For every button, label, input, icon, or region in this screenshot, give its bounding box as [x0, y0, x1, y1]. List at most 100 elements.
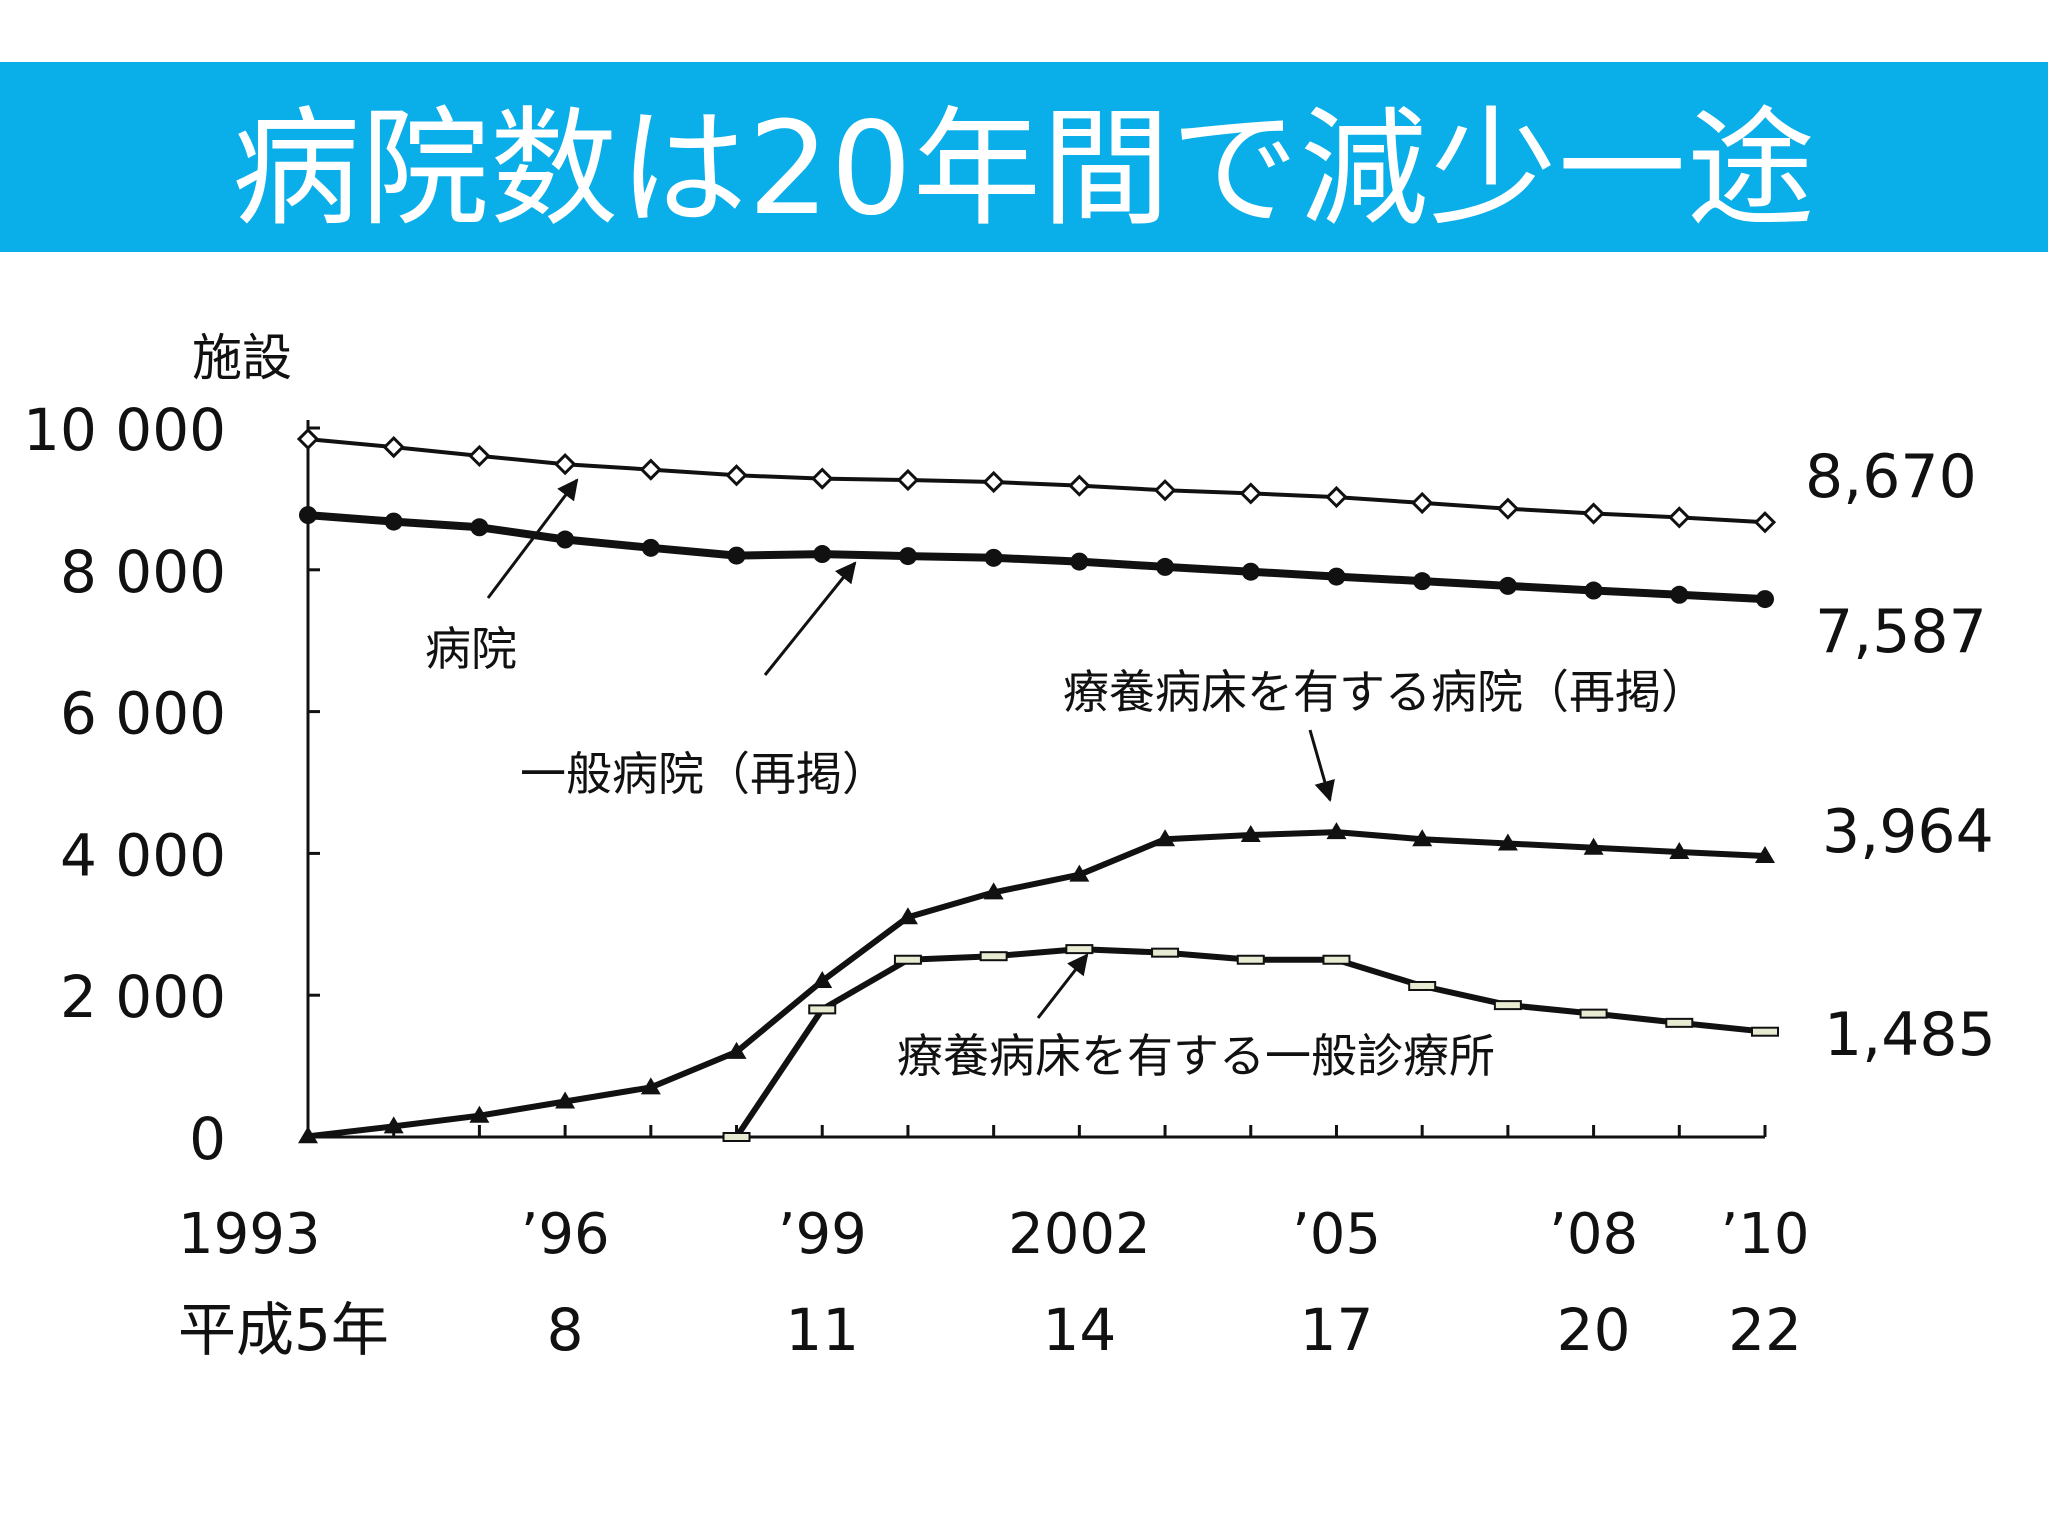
data-point-diamond [982, 470, 1005, 494]
data-point-circle [727, 546, 746, 565]
data-point-circle [1327, 567, 1346, 586]
annotation-arrow-ltc-hospital [1308, 729, 1335, 803]
series-1: 7,587 [299, 506, 1987, 667]
data-point-diamond [896, 468, 920, 492]
data-point-triangle [640, 1077, 661, 1095]
data-point-circle [470, 518, 489, 537]
series-0: 8,670 [296, 427, 1977, 534]
data-point-circle [1670, 585, 1689, 604]
title-bar: 病院数は20年間で減少一途 [0, 62, 2048, 252]
data-point-circle [641, 538, 660, 557]
data-point-diamond [1411, 491, 1434, 515]
x-tick-label-era: 8 [547, 1296, 584, 1364]
x-tick-label: ’05 [1292, 1202, 1381, 1267]
end-value-label: 1,485 [1824, 1000, 1996, 1070]
y-tick-label: 10 000 [23, 396, 226, 464]
slide-title: 病院数は20年間で減少一途 [232, 94, 1816, 244]
data-point-triangle [897, 907, 918, 925]
x-tick-label: ’08 [1549, 1202, 1638, 1267]
data-point-triangle [469, 1105, 490, 1123]
data-point-circle [1156, 557, 1175, 576]
x-tick-label-era: 11 [785, 1296, 859, 1364]
data-point-diamond [1325, 485, 1348, 509]
data-point-dash [1236, 954, 1265, 965]
chart-axes: 施設 0 2 000 4 000 6 000 8 000 10 000 1993 平成5年 ’96… [23, 329, 1809, 1364]
data-point-circle [1498, 576, 1517, 595]
annotation-arrow-general-hospital [763, 561, 857, 676]
y-axis-label: 施設 [192, 329, 292, 387]
data-point-dash [979, 951, 1008, 962]
data-point-circle [1070, 552, 1089, 571]
data-point-triangle [726, 1041, 747, 1059]
data-point-dash [1751, 1026, 1779, 1037]
data-point-diamond [468, 444, 491, 468]
data-point-triangle [383, 1116, 404, 1134]
data-point-triangle [1412, 829, 1433, 847]
data-point-triangle [1755, 845, 1775, 863]
x-tick-label: ’96 [521, 1202, 610, 1267]
annotation-general-hospital: 一般病院（再掲） [520, 747, 888, 801]
y-tick-label: 0 [189, 1105, 226, 1173]
data-point-diamond [1239, 482, 1262, 505]
data-point-circle [1584, 581, 1603, 600]
data-point-circle [984, 548, 1003, 567]
x-tick-label-era: 平成5年 [178, 1296, 389, 1364]
x-tick-label-era: 14 [1042, 1296, 1116, 1364]
annotation-ltc-hospital: 療養病床を有する病院（再掲） [1063, 665, 1707, 719]
data-point-triangle [1155, 829, 1176, 847]
data-point-circle [384, 512, 403, 531]
x-tick-label-era: 17 [1300, 1296, 1374, 1364]
x-tick-label: ’99 [778, 1202, 867, 1267]
data-point-triangle [1669, 841, 1690, 859]
data-point-circle [556, 530, 575, 549]
series-3: 1,485 [722, 944, 1996, 1142]
annotation-hospital: 病院 [425, 622, 517, 676]
series-line-1 [307, 511, 1766, 604]
data-point-dash [1151, 947, 1180, 958]
data-point-dash [722, 1132, 751, 1142]
end-value-label: 7,587 [1815, 597, 1987, 667]
data-point-circle [1756, 590, 1774, 609]
data-point-triangle [983, 882, 1004, 900]
y-tick-label: 2 000 [60, 963, 226, 1031]
data-point-diamond [1753, 511, 1777, 534]
end-value-label: 8,670 [1805, 442, 1977, 512]
x-tick-label: 1993 [178, 1202, 321, 1267]
data-point-diamond [1153, 479, 1177, 502]
series-2: 3,964 [298, 797, 1994, 1144]
data-point-diamond [1068, 474, 1091, 497]
data-point-dash [893, 954, 922, 965]
x-tick-label: 2002 [1008, 1202, 1151, 1267]
data-point-triangle [298, 1126, 318, 1144]
x-tick-label-era: 20 [1557, 1296, 1631, 1364]
data-point-triangle [555, 1091, 576, 1109]
data-point-circle [299, 506, 317, 525]
data-point-diamond [725, 464, 748, 487]
data-point-dash [808, 1004, 837, 1015]
y-tick-label: 6 000 [60, 680, 226, 748]
data-point-dash [1579, 1008, 1608, 1019]
data-point-diamond [553, 453, 577, 476]
end-value-label: 3,964 [1822, 797, 1994, 867]
annotation-ltc-clinic: 療養病床を有する一般診療所 [897, 1029, 1495, 1083]
y-tick-label: 8 000 [60, 538, 226, 606]
data-point-circle [1413, 572, 1432, 591]
data-point-diamond [382, 435, 405, 459]
data-point-circle [898, 547, 917, 566]
data-point-diamond [1668, 506, 1691, 529]
chart-series: 8,670 7,587 3,964 1,485 [296, 427, 1996, 1144]
series-line-0 [307, 437, 1766, 525]
data-point-triangle [1240, 824, 1261, 842]
data-point-diamond [1496, 497, 1520, 520]
x-tick-label: ’10 [1720, 1202, 1809, 1267]
data-point-diamond [639, 458, 662, 481]
data-point-triangle [1583, 837, 1604, 855]
x-tick-label-era: 22 [1728, 1296, 1802, 1364]
data-point-dash [1065, 944, 1094, 955]
data-point-diamond [296, 427, 320, 451]
annotation-arrow-hospital [486, 478, 579, 599]
data-point-triangle [1069, 864, 1090, 882]
series-line-2 [307, 829, 1766, 1140]
data-point-dash [1493, 1000, 1522, 1011]
